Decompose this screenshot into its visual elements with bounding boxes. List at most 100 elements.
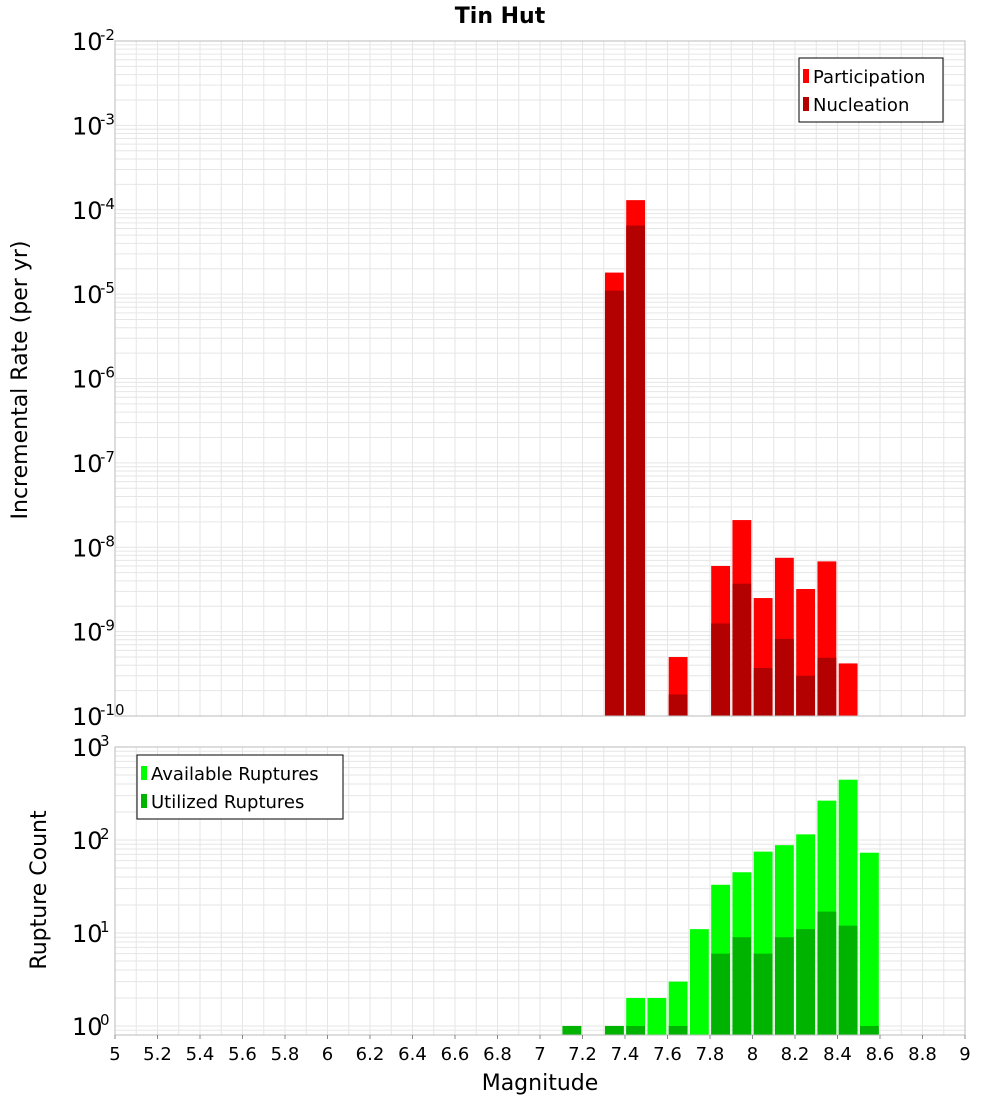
- top-bar-nucleation: [732, 583, 752, 716]
- top-bar-nucleation: [753, 668, 773, 716]
- bottom-bar-utilized-ruptures: [626, 1025, 646, 1035]
- y-tick-exponent: -4: [100, 195, 115, 213]
- y-tick-label: 10: [72, 28, 103, 56]
- bottom-bar-available-ruptures: [859, 852, 879, 1035]
- bottom-bar-utilized-ruptures: [711, 953, 731, 1035]
- y-tick-label: 10: [72, 703, 103, 731]
- bottom-bars: [562, 779, 879, 1035]
- y-tick-label: 10: [72, 734, 103, 762]
- x-ticks: 5 5.2 5.4 5.6 5.8 6 6.2 6.4 6.6 6.8 7 7.2 7.4 7.6 7.8 8…: [109, 1035, 971, 1065]
- y-tick-label: 10: [72, 1013, 103, 1041]
- top-y-axis-label: Incremental Rate (per yr): [8, 241, 33, 520]
- y-tick-label: 10: [72, 366, 103, 394]
- legend-swatch: [141, 794, 147, 808]
- x-tick-label: 6.4: [398, 1044, 427, 1065]
- y-tick-label: 10: [72, 450, 103, 478]
- x-tick-label: 8.6: [866, 1044, 895, 1065]
- x-tick-label: 8.8: [908, 1044, 937, 1065]
- top-gridlines: [115, 41, 965, 716]
- x-tick-label: 5.2: [143, 1044, 172, 1065]
- legend-label: Nucleation: [813, 95, 909, 116]
- bottom-bar-available-ruptures: [689, 929, 709, 1035]
- top-bar-nucleation: [668, 694, 688, 716]
- x-tick-label: 6.8: [483, 1044, 512, 1065]
- legend-box: [136, 754, 344, 820]
- y-tick-exponent: -2: [100, 26, 115, 44]
- top-bar-participation: [838, 663, 858, 716]
- top-bars: [604, 200, 858, 716]
- x-tick-label: 8.2: [781, 1044, 810, 1065]
- y-tick-exponent: -5: [100, 279, 115, 297]
- y-tick-label: 10: [72, 281, 103, 309]
- x-tick-label: 5: [109, 1044, 120, 1065]
- y-tick-label: 10: [72, 920, 103, 948]
- bottom-bar-available-ruptures: [647, 997, 667, 1035]
- y-tick-exponent: -6: [100, 364, 115, 382]
- y-tick-exponent: -10: [100, 701, 125, 719]
- y-tick-exponent: 2: [100, 825, 110, 843]
- legend-label: Available Ruptures: [151, 764, 319, 785]
- y-tick-label: 10: [72, 619, 103, 647]
- y-tick-label: 10: [72, 197, 103, 225]
- x-tick-label: 5.4: [186, 1044, 215, 1065]
- y-tick-label: 10: [72, 112, 103, 140]
- bottom-bar-utilized-ruptures: [817, 911, 837, 1035]
- y-tick-exponent: -8: [100, 532, 115, 550]
- x-axis-label: Magnitude: [482, 1071, 599, 1096]
- bottom-bar-utilized-ruptures: [774, 937, 794, 1035]
- bottom-bar-utilized-ruptures: [732, 937, 752, 1035]
- bottom-legend: Available Ruptures Utilized Ruptures: [136, 754, 344, 820]
- x-tick-label: 7.4: [611, 1044, 640, 1065]
- y-tick-exponent: -3: [100, 110, 115, 128]
- bottom-bar-utilized-ruptures: [668, 1025, 688, 1035]
- legend-label: Utilized Ruptures: [151, 792, 304, 813]
- y-tick-exponent: -9: [100, 617, 115, 635]
- bottom-bar-utilized-ruptures: [604, 1025, 624, 1035]
- y-tick-exponent: -7: [100, 448, 115, 466]
- bottom-bar-utilized-ruptures: [796, 929, 816, 1035]
- bottom-bar-available-ruptures: [626, 997, 646, 1035]
- x-tick-label: 6: [322, 1044, 333, 1065]
- top-bar-nucleation: [796, 675, 816, 716]
- bottom-bar-utilized-ruptures: [753, 953, 773, 1035]
- top-plot-frame: [114, 40, 966, 717]
- legend-swatch: [803, 69, 809, 83]
- y-tick-label: 10: [72, 534, 103, 562]
- x-tick-label: 9: [959, 1044, 970, 1065]
- x-tick-label: 7.2: [568, 1044, 597, 1065]
- y-tick-exponent: 3: [100, 732, 110, 750]
- top-bar-nucleation: [604, 290, 624, 716]
- x-tick-label: 8.4: [823, 1044, 852, 1065]
- legend-swatch: [803, 97, 809, 111]
- top-bar-nucleation: [817, 657, 837, 716]
- x-tick-label: 6.2: [356, 1044, 385, 1065]
- top-bar-nucleation: [711, 623, 731, 716]
- x-tick-label: 7: [534, 1044, 545, 1065]
- y-tick-label: 10: [72, 827, 103, 855]
- bottom-bar-available-ruptures: [668, 981, 688, 1035]
- legend-swatch: [141, 766, 147, 780]
- chart-title: Tin Hut: [455, 4, 546, 29]
- bottom-y-axis-label: Rupture Count: [27, 810, 52, 970]
- y-tick-exponent: 0: [100, 1011, 110, 1029]
- legend-label: Participation: [813, 67, 925, 88]
- x-tick-label: 5.8: [271, 1044, 300, 1065]
- x-tick-label: 8: [747, 1044, 758, 1065]
- bottom-bar-utilized-ruptures: [859, 1025, 879, 1035]
- x-tick-label: 7.8: [696, 1044, 725, 1065]
- x-tick-label: 5.6: [228, 1044, 257, 1065]
- y-tick-exponent: 1: [100, 918, 110, 936]
- top-bar-nucleation: [626, 225, 646, 716]
- x-tick-label: 7.6: [653, 1044, 682, 1065]
- top-legend: Participation Nucleation: [798, 57, 944, 123]
- top-bar-nucleation: [774, 638, 794, 716]
- bottom-bar-utilized-ruptures: [562, 1025, 582, 1035]
- bottom-bar-utilized-ruptures: [838, 925, 858, 1035]
- legend-box: [798, 57, 944, 123]
- x-tick-label: 6.6: [441, 1044, 470, 1065]
